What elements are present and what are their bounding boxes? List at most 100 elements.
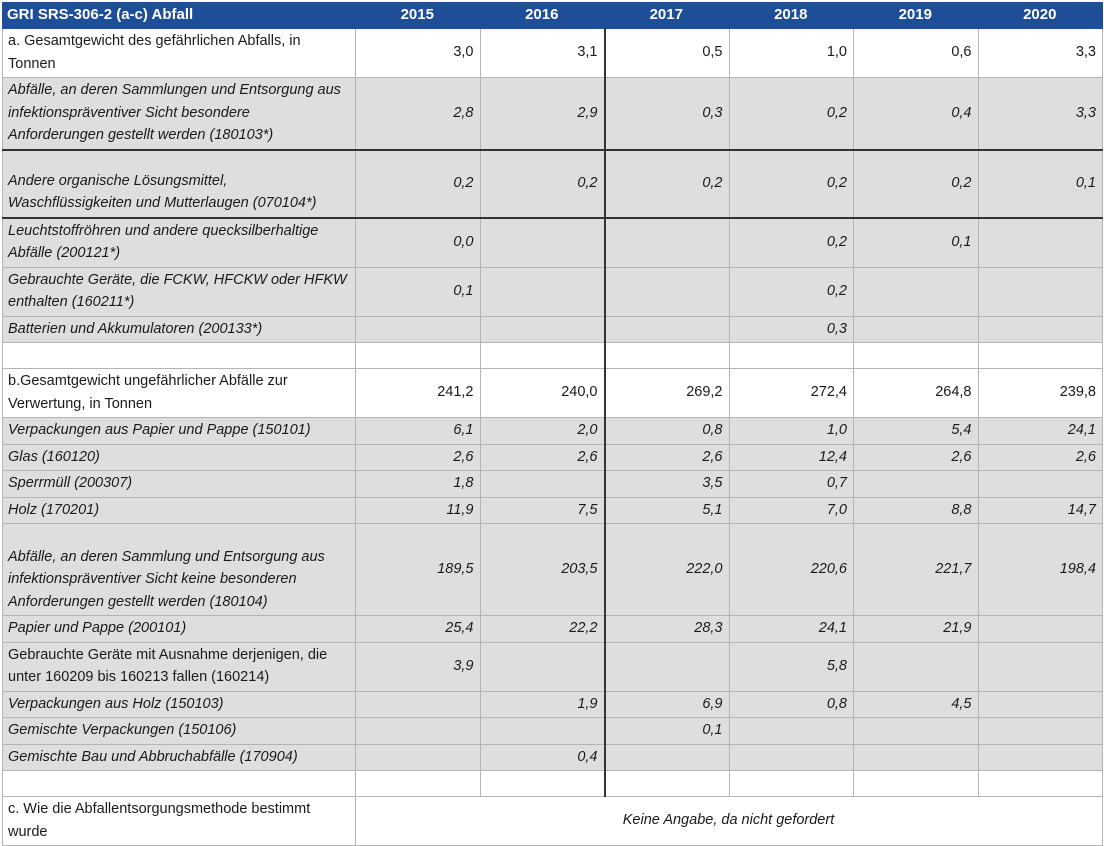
value-cell-2016: 203,5 — [479, 523, 605, 616]
year-header: 2019 — [853, 2, 979, 29]
value-cell-2015 — [355, 690, 481, 718]
table-row: Andere organische Lösungsmittel, Waschfl… — [2, 148, 1103, 218]
value-cell-2018: 0,2 — [728, 266, 854, 317]
value-cell-2017: 3,5 — [603, 470, 730, 498]
table-row: a. Gesamtgewicht des gefährlichen Abfall… — [2, 28, 1103, 78]
value-cell-2019: 264,8 — [853, 368, 979, 418]
table-row: Papier und Pappe (200101) 25,4 22,2 28,3 24,… — [2, 615, 1103, 643]
row-label — [2, 342, 356, 369]
value-cell-2018 — [728, 743, 854, 771]
value-cell-2015: 2,8 — [355, 77, 481, 150]
value-cell-2019: 0,6 — [853, 28, 979, 78]
row-label: Leuchtstoffröhren und andere quecksilber… — [2, 216, 356, 268]
value-cell-2018: 220,6 — [728, 523, 854, 616]
value-cell-2020 — [977, 770, 1103, 797]
value-cell-2015: 2,6 — [355, 443, 481, 471]
table-row: Leuchtstoffröhren und andere quecksilber… — [2, 216, 1103, 268]
row-label: Abfälle, an deren Sammlung und Entsorgun… — [2, 523, 356, 616]
value-cell-2017 — [603, 743, 730, 771]
row-label: Sperrmüll (200307) — [2, 470, 356, 498]
value-cell-2016 — [479, 216, 605, 268]
value-cell-2015 — [355, 315, 481, 343]
value-cell-2018 — [728, 717, 854, 745]
value-cell-2019 — [853, 315, 979, 343]
value-cell-2015: 0,0 — [355, 216, 481, 268]
value-cell-2018: 5,8 — [728, 641, 854, 692]
value-cell-2018: 0,7 — [728, 470, 854, 498]
value-cell-2019: 5,4 — [853, 417, 979, 445]
value-cell-2018: 0,3 — [728, 315, 854, 343]
row-label: Papier und Pappe (200101) — [2, 615, 356, 643]
table-row: Sperrmüll (200307) 1,8 3,5 0,7 — [2, 470, 1103, 498]
value-cell-2016: 2,9 — [479, 77, 605, 150]
value-cell-2017: 0,1 — [603, 717, 730, 745]
value-cell-2016 — [479, 342, 605, 369]
value-cell-2020: 3,3 — [977, 77, 1103, 150]
value-cell-2020 — [977, 342, 1103, 369]
value-cell-2020 — [977, 641, 1103, 692]
value-cell-2015: 189,5 — [355, 523, 481, 616]
value-cell-2017 — [603, 342, 730, 369]
value-cell-2018: 7,0 — [728, 496, 854, 524]
value-cell-2016 — [479, 770, 605, 797]
value-cell-2015 — [355, 770, 481, 797]
table-row: Verpackungen aus Papier und Pappe (15010… — [2, 417, 1103, 445]
row-label: Glas (160120) — [2, 443, 356, 471]
value-cell-2019: 4,5 — [853, 690, 979, 718]
value-cell-2015 — [355, 717, 481, 745]
section-c-row: c. Wie die Abfallentsorgungsmethode best… — [2, 796, 1103, 846]
value-cell-2015: 25,4 — [355, 615, 481, 643]
value-cell-2020: 24,1 — [977, 417, 1103, 445]
value-cell-2016: 240,0 — [479, 368, 605, 418]
value-cell-2019: 21,9 — [853, 615, 979, 643]
row-label: Verpackungen aus Holz (150103) — [2, 690, 356, 718]
value-cell-2019 — [853, 717, 979, 745]
value-cell-2020 — [977, 315, 1103, 343]
value-cell-2017: 0,8 — [603, 417, 730, 445]
value-cell-2020 — [977, 743, 1103, 771]
value-cell-2017 — [603, 770, 730, 797]
value-cell-2017 — [603, 641, 730, 692]
table-row: Gebrauchte Geräte mit Ausnahme derjenige… — [2, 641, 1103, 692]
value-cell-2016: 3,1 — [479, 28, 605, 78]
table-body: a. Gesamtgewicht des gefährlichen Abfall… — [2, 28, 1103, 846]
value-cell-2017: 28,3 — [603, 615, 730, 643]
value-cell-2016 — [479, 315, 605, 343]
value-cell-2015: 0,2 — [355, 148, 481, 218]
value-cell-2019 — [853, 342, 979, 369]
value-cell-2018: 0,8 — [728, 690, 854, 718]
value-cell-2016: 1,9 — [479, 690, 605, 718]
value-cell-2015: 3,9 — [355, 641, 481, 692]
value-cell-2019 — [853, 770, 979, 797]
row-label: Holz (170201) — [2, 496, 356, 524]
table-row: Gemischte Bau und Abbruchabfälle (170904… — [2, 743, 1103, 771]
value-cell-2016 — [479, 266, 605, 317]
value-cell-2020: 198,4 — [977, 523, 1103, 616]
value-cell-2019 — [853, 470, 979, 498]
value-cell-2016 — [479, 717, 605, 745]
row-label: Abfälle, an deren Sammlungen und Entsorg… — [2, 77, 356, 150]
value-cell-2017 — [603, 315, 730, 343]
value-cell-2020: 0,1 — [977, 148, 1103, 218]
value-cell-2020 — [977, 690, 1103, 718]
value-cell-2020 — [977, 717, 1103, 745]
row-label: Batterien und Akkumulatoren (200133*) — [2, 315, 356, 343]
table-row: Verpackungen aus Holz (150103) 1,9 6,9 0,8 4… — [2, 690, 1103, 718]
year-header: 2017 — [604, 2, 730, 29]
row-label: Gemischte Bau und Abbruchabfälle (170904… — [2, 743, 356, 771]
value-cell-2019 — [853, 266, 979, 317]
row-label: Gebrauchte Geräte, die FCKW, HFCKW oder … — [2, 266, 356, 317]
value-cell-2019: 0,1 — [853, 216, 979, 268]
section-c-note: Keine Angabe, da nicht gefordert — [355, 796, 1103, 846]
year-header: 2016 — [479, 2, 605, 29]
value-cell-2020 — [977, 216, 1103, 268]
row-label: b.Gesamtgewicht ungefährlicher Abfälle z… — [2, 368, 356, 418]
value-cell-2018: 0,2 — [728, 77, 854, 150]
row-label — [2, 770, 356, 797]
section-c-label: c. Wie die Abfallentsorgungsmethode best… — [2, 796, 356, 846]
value-cell-2018 — [728, 770, 854, 797]
value-cell-2016: 2,6 — [479, 443, 605, 471]
value-cell-2016: 2,0 — [479, 417, 605, 445]
value-cell-2018: 1,0 — [728, 417, 854, 445]
